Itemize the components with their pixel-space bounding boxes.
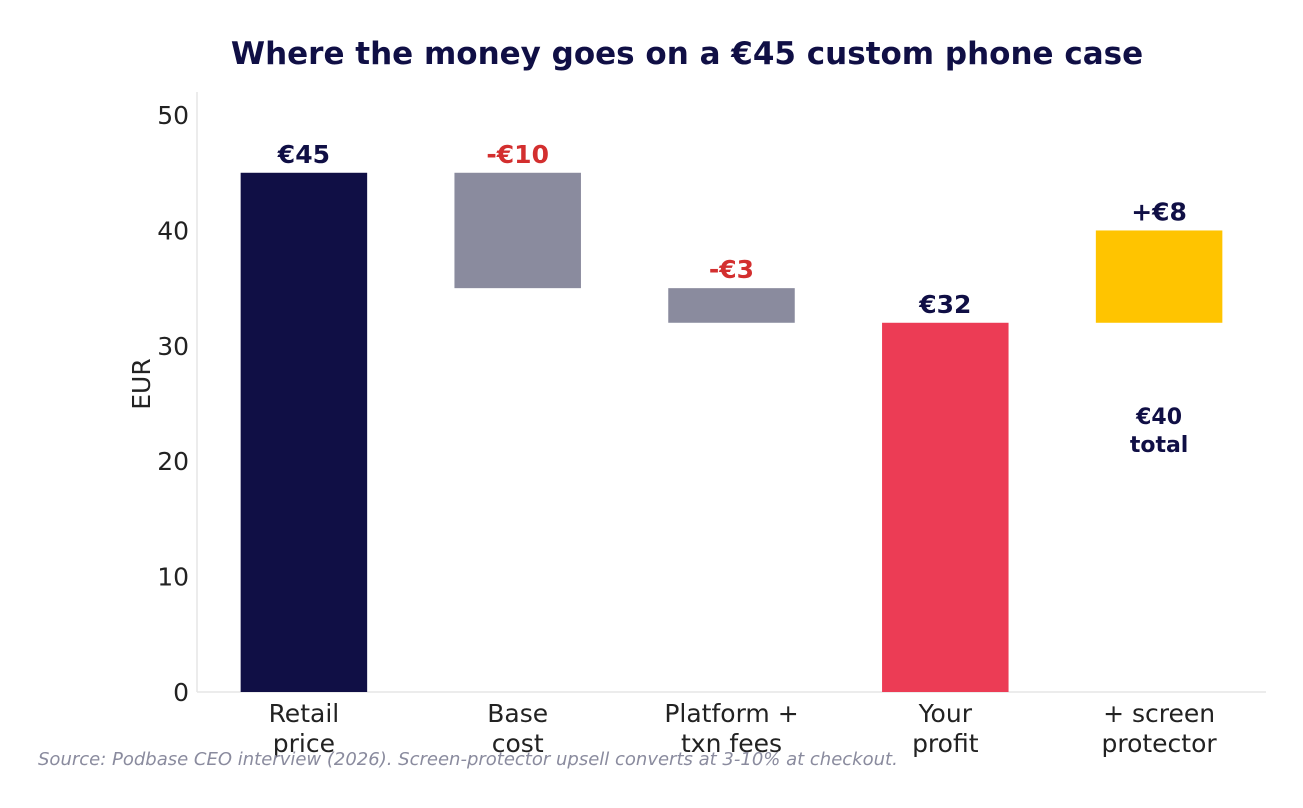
annotation-text: €40 total [1130, 405, 1189, 458]
y-axis-label: EUR [127, 358, 156, 409]
y-tick-label: 40 [157, 216, 189, 245]
y-tick-label: 50 [157, 101, 189, 130]
total-annotation: €40 total [1130, 405, 1189, 458]
y-tick-label: 10 [157, 563, 189, 592]
bar-value-label: €45 [277, 140, 330, 169]
x-axis-categories: Retail price Base cost Platform + txn fees You… [269, 699, 1218, 758]
chart-axes [196, 92, 1266, 693]
category-label: Retail price [269, 699, 340, 758]
bar-value-label: €32 [918, 290, 971, 319]
bar-value-label: +€8 [1131, 197, 1187, 226]
category-label: Your profit [912, 699, 979, 758]
y-tick-label: 30 [157, 332, 189, 361]
source-note: Source: Podbase CEO interview (2026). Sc… [38, 749, 898, 770]
bar-value-label: -€10 [486, 140, 549, 169]
y-tick-label: 0 [173, 678, 189, 707]
bar [668, 288, 795, 323]
bar [882, 322, 1009, 692]
bars: €45 -€10 -€3 €32 +€8 [240, 140, 1223, 692]
bar [240, 172, 368, 692]
bar-value-label: -€3 [709, 255, 754, 284]
category-label: + screen protector [1101, 699, 1217, 758]
category-label: Platform + txn fees [664, 699, 798, 758]
chart-title: Where the money goes on a €45 custom pho… [231, 36, 1143, 72]
bar [1095, 230, 1223, 323]
bar [454, 172, 581, 289]
y-tick-label: 20 [157, 447, 189, 476]
category-label: Base cost [487, 699, 548, 758]
y-axis-ticks: 0 10 20 30 40 50 [157, 101, 189, 707]
